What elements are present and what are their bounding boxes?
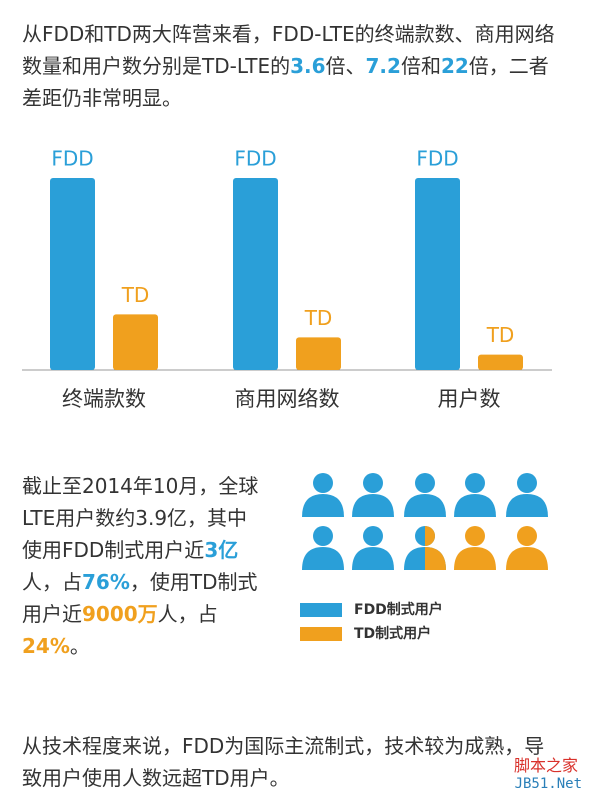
person-icon [454, 473, 496, 517]
person-body [506, 494, 548, 517]
person-head [363, 526, 383, 546]
bar-series-label: FDD [234, 147, 276, 171]
text: 截止至2014年10月，全球LTE用户数约3.9亿，其中使用FDD制式用户近 [22, 474, 259, 562]
person-head [415, 473, 435, 493]
person-head [313, 526, 333, 546]
legend-swatch [300, 603, 342, 617]
person-body [352, 494, 394, 517]
text: 倍和 [400, 54, 441, 78]
x-tick-label: 终端款数 [62, 387, 146, 411]
highlight-text: 3.6 [290, 54, 326, 78]
person-head [465, 473, 485, 493]
legend-label: FDD制式用户 [354, 601, 443, 618]
person-head [363, 473, 383, 493]
intro-paragraph: 从FDD和TD两大阵营来看，FDD-LTE的终端款数、商用网络数量和用户数分别是… [22, 18, 562, 114]
highlight-text: 7.2 [365, 54, 401, 78]
text: 人，占 [157, 602, 218, 626]
conclusion: 从技术程度来说，FDD为国际主流制式，技术较为成熟，导致用户使用人数远超TD用户… [22, 734, 545, 790]
users-paragraph: 截止至2014年10月，全球LTE用户数约3.9亿，其中使用FDD制式用户近3亿… [22, 470, 267, 662]
person-icon [404, 526, 446, 570]
watermark-domain: JB51.Net [514, 776, 582, 792]
bar [50, 178, 95, 370]
person-icon [352, 526, 394, 570]
person-body [302, 494, 344, 517]
bar-series-label: TD [486, 323, 515, 347]
legend-swatch [300, 627, 342, 641]
person-icon [352, 473, 394, 517]
bar-series-label: FDD [51, 147, 93, 171]
person-icon [404, 473, 446, 517]
person-icon [506, 526, 548, 570]
watermark-site: 脚本之家 [513, 756, 578, 775]
text: ，使用TD制式用户近 [22, 570, 258, 626]
person-icon [302, 473, 344, 517]
text: 。 [69, 634, 90, 658]
person-body [425, 547, 446, 570]
person-icon [454, 526, 496, 570]
person-body [506, 547, 548, 570]
x-tick-label: 商用网络数 [235, 387, 340, 411]
bar-series-label: TD [121, 283, 150, 307]
bar-series-label: FDD [416, 147, 458, 171]
person-icon [302, 526, 344, 570]
person-body [352, 547, 394, 570]
bar [296, 337, 341, 370]
highlight-text: 9000万 [82, 602, 158, 626]
person-head [517, 526, 537, 546]
person-head [313, 473, 333, 493]
text: 人，占 [22, 570, 82, 594]
text: 倍，二者差距仍非常明显。 [22, 54, 549, 110]
bar [113, 314, 158, 370]
highlight-text: 24% [22, 634, 70, 658]
bar-series-label: TD [304, 306, 333, 330]
person-body [454, 547, 496, 570]
person-body [454, 494, 496, 517]
person-head [425, 526, 435, 546]
legend-label: TD制式用户 [354, 625, 431, 642]
x-tick-label: 用户数 [438, 387, 501, 411]
person-head [517, 473, 537, 493]
person-head [465, 526, 485, 546]
person-icon [506, 473, 548, 517]
bar [478, 354, 523, 370]
highlight-text: 3亿 [204, 538, 239, 562]
bar [415, 178, 460, 370]
highlight-text: 22 [440, 54, 469, 78]
bar [233, 178, 278, 370]
highlight-text: 76% [82, 570, 130, 594]
text: 倍、 [325, 54, 366, 78]
chart: FDD TD 终端款数 FDD TD 商用网络数 FDD TD 用户数 FDD制式用户 TD制式用户 [22, 147, 552, 642]
person-body [404, 494, 446, 517]
text: 从FDD和TD两大阵营来看，FDD-LTE的终端款数、商用网络数量和用户数分别是… [22, 22, 555, 78]
person-body [302, 547, 344, 570]
